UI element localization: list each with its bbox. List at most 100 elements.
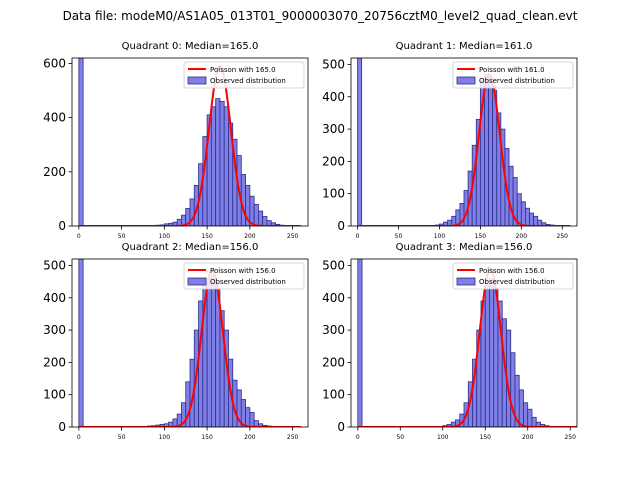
legend-box [183, 262, 305, 290]
y-tick-label: 300 [322, 122, 345, 136]
x-tick-label: 50 [395, 233, 403, 240]
x-tick-label: 150 [480, 434, 492, 441]
histogram-bar [357, 58, 363, 226]
legend-box [452, 61, 574, 89]
y-tick-label: 0 [337, 219, 345, 233]
x-tick-label: 0 [356, 233, 360, 240]
x-tick-label: 0 [77, 233, 81, 240]
y-tick-label: 500 [43, 258, 66, 272]
x-tick-label: 100 [434, 233, 446, 240]
y-tick-label: 400 [322, 291, 345, 305]
histogram-bar [210, 106, 217, 226]
x-tick-label: 200 [516, 233, 528, 240]
x-tick-label: 100 [437, 434, 449, 441]
histogram-bar [249, 412, 255, 427]
legend-entry: Poisson with 165.0 [210, 66, 276, 74]
axes-frame [350, 258, 578, 428]
legend-bar-swatch [187, 76, 207, 85]
histogram-bar [488, 76, 494, 226]
x-tick-label: 200 [244, 434, 256, 441]
histogram-bar [78, 259, 84, 427]
subplot-title: Quadrant 2: Median=156.0 [122, 242, 259, 253]
legend-bar-swatch [187, 277, 207, 286]
histogram-bar [245, 407, 251, 427]
x-tick-label: 250 [557, 233, 569, 240]
y-tick-label: 100 [322, 388, 345, 402]
x-tick-label: 150 [475, 233, 487, 240]
legend-entry: Observed distribution [479, 77, 555, 85]
histogram-bar [258, 210, 264, 226]
subplot-quadrant-2: Quadrant 2: Median=156.0 0 50 100 150 200 250 0… [43, 242, 309, 441]
histogram-bar [215, 98, 221, 226]
histogram-bar [253, 203, 259, 226]
legend-entry: Observed distribution [210, 77, 286, 85]
subplot-quadrant-0: Quadrant 0: Median=165.0 0 50 100 150 200 250 0… [43, 41, 309, 240]
legend-entry: Observed distribution [479, 278, 555, 286]
x-tick-label: 0 [77, 434, 81, 441]
subplot-quadrant-3: Quadrant 3: Median=156.0 0 50 100 150 200 250 0… [322, 242, 578, 441]
subplots: Quadrant 0: Median=165.0 0 50 100 150 200 250 0… [43, 41, 578, 441]
subplot-title: Quadrant 3: Median=156.0 [396, 242, 533, 253]
histogram-bar [78, 58, 84, 226]
legend: Poisson with 161.0 Observed distribution [452, 61, 574, 89]
axes-frame [350, 57, 578, 227]
x-tick-label: 50 [118, 233, 126, 240]
x-tick-label: 200 [244, 233, 256, 240]
histogram-bars [78, 58, 294, 226]
histogram-bar [508, 165, 514, 226]
x-tick-label: 250 [287, 434, 299, 441]
legend: Poisson with 165.0 Observed distribution [183, 61, 305, 89]
legend-entry: Poisson with 156.0 [210, 267, 276, 275]
histogram-bar [206, 277, 212, 427]
x-tick-label: 250 [287, 233, 299, 240]
y-tick-label: 400 [322, 90, 345, 104]
x-tick-label: 100 [159, 434, 171, 441]
y-tick-label: 200 [322, 355, 345, 369]
y-tick-label: 0 [58, 420, 66, 434]
y-tick-label: 100 [322, 187, 345, 201]
y-tick-label: 200 [43, 355, 66, 369]
y-tick-label: 300 [322, 323, 345, 337]
x-tick-label: 50 [118, 434, 126, 441]
histogram-bar [223, 106, 229, 226]
y-tick-label: 300 [43, 323, 66, 337]
histogram-bar [518, 389, 524, 427]
axes-frame [71, 57, 309, 227]
y-tick-label: 400 [43, 291, 66, 305]
histogram-bar [357, 259, 363, 427]
y-tick-label: 0 [337, 420, 345, 434]
x-tick-label: 150 [201, 434, 213, 441]
y-tick-label: 500 [322, 258, 345, 272]
legend: Poisson with 156.0 Observed distribution [183, 262, 305, 290]
legend-box [183, 61, 305, 89]
subplot-title: Quadrant 1: Median=161.0 [396, 41, 533, 52]
legend-bar-swatch [456, 277, 476, 286]
histogram-bar [531, 416, 537, 427]
x-tick-label: 100 [159, 233, 171, 240]
histogram-bar [219, 100, 225, 226]
legend: Poisson with 156.0 Observed distribution [452, 262, 574, 290]
histogram-bar [525, 207, 530, 226]
poisson-curve [357, 267, 577, 427]
y-tick-label: 200 [322, 154, 345, 168]
y-tick-label: 200 [43, 165, 66, 179]
histogram-bar [489, 277, 495, 427]
y-tick-label: 100 [43, 388, 66, 402]
histogram-bar [210, 274, 217, 427]
subplot-title: Quadrant 0: Median=165.0 [122, 41, 259, 52]
histogram-bar [529, 212, 535, 226]
legend-entry: Observed distribution [210, 278, 286, 286]
legend-entry: Poisson with 161.0 [479, 66, 545, 74]
legend-box [452, 262, 574, 290]
y-tick-label: 400 [43, 111, 66, 125]
x-tick-label: 250 [564, 434, 576, 441]
histogram-bar [484, 284, 490, 427]
histogram-bar [262, 216, 268, 226]
histogram-bar [523, 402, 529, 427]
subplot-quadrant-1: Quadrant 1: Median=161.0 0 50 100 150 200 250 0… [322, 41, 578, 240]
x-tick-label: 0 [356, 434, 360, 441]
histogram-bar [527, 408, 533, 427]
x-tick-label: 50 [396, 434, 404, 441]
y-tick-label: 500 [322, 57, 345, 71]
histogram-bar [533, 215, 539, 226]
